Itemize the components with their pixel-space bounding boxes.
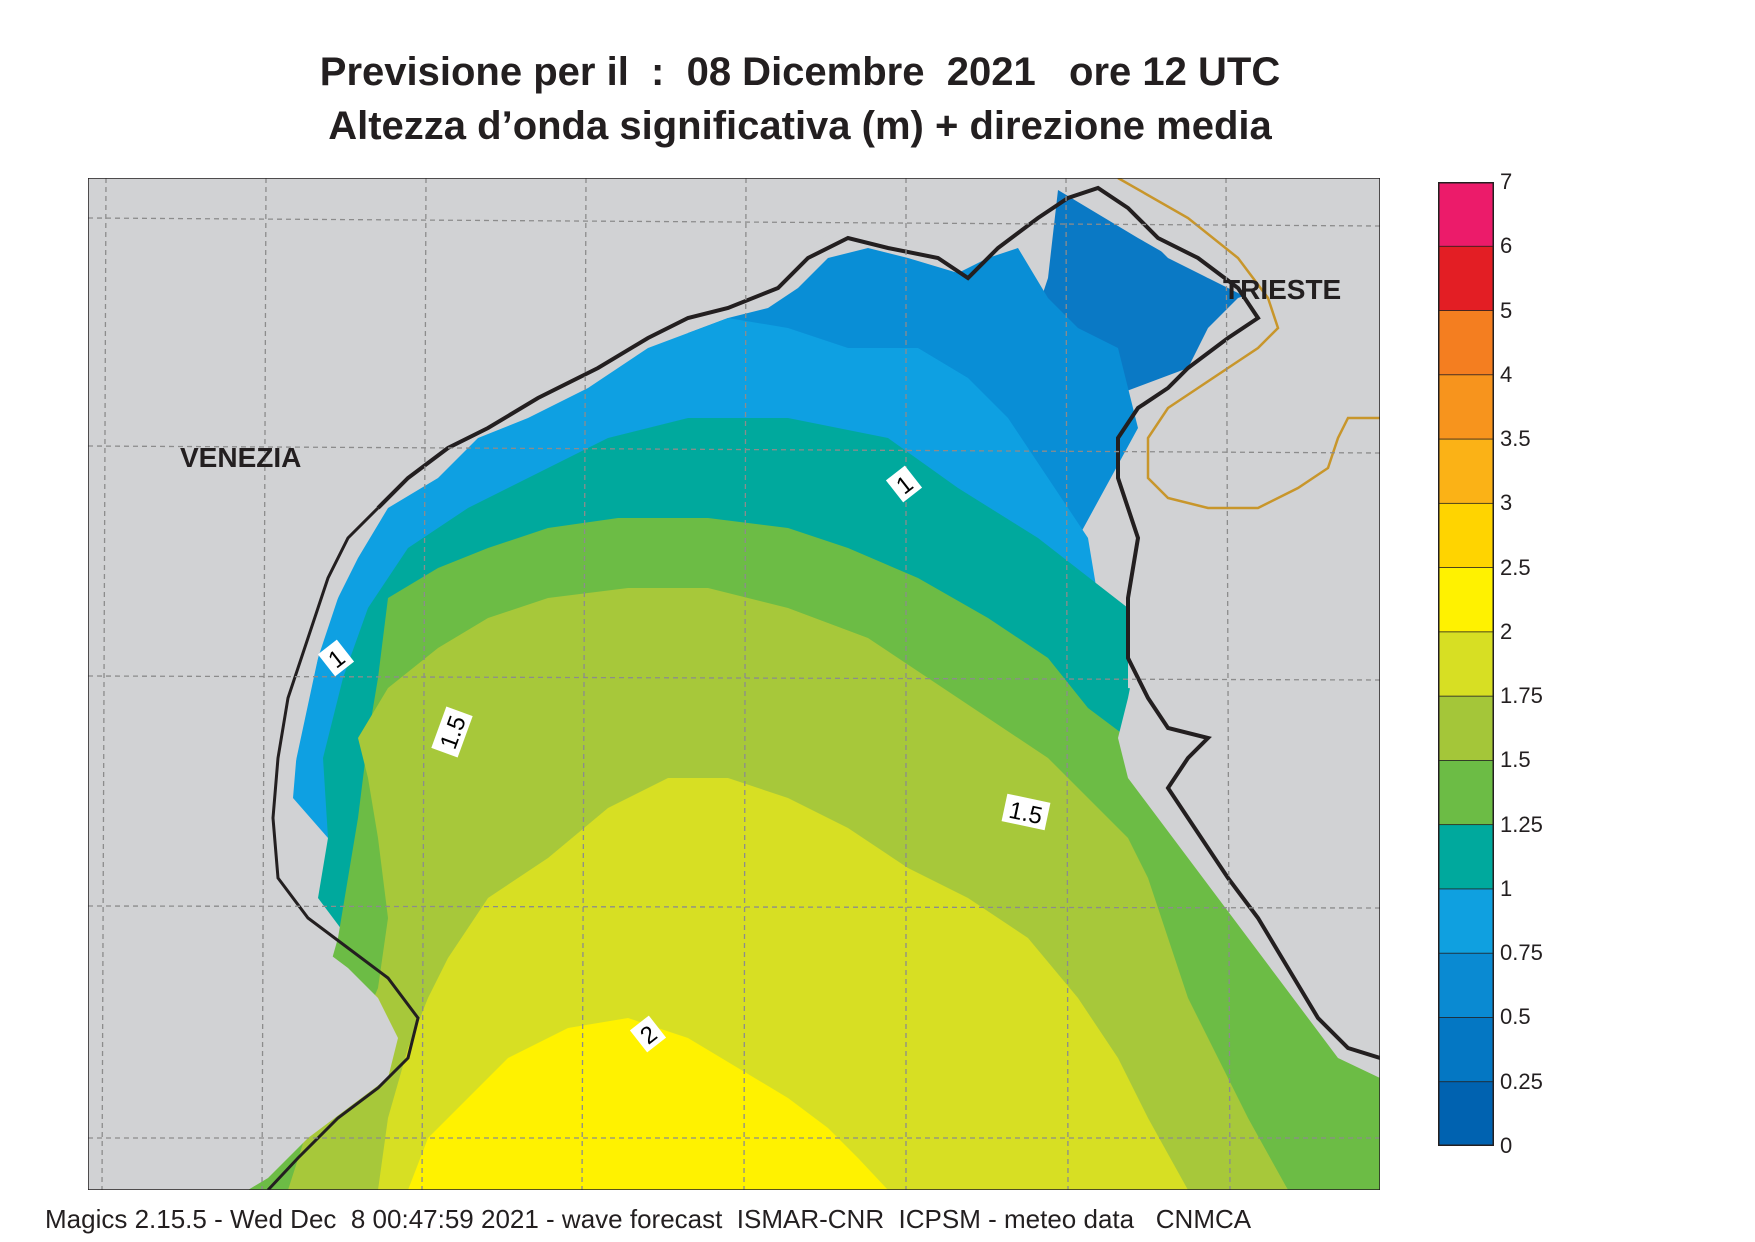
- legend-tick-label: 3.5: [1500, 426, 1531, 452]
- legend-swatch: [1438, 502, 1494, 569]
- legend-tick-label: 5: [1500, 297, 1513, 323]
- footer-credits: Magics 2.15.5 - Wed Dec 8 00:47:59 2021 …: [45, 1204, 1252, 1234]
- legend-tick-label: 1: [1500, 875, 1513, 901]
- legend-tick-label: 0.5: [1500, 1004, 1531, 1030]
- legend-swatch: [1438, 1017, 1494, 1083]
- legend-swatch: [1438, 310, 1494, 376]
- legend-swatch: [1438, 888, 1494, 955]
- legend-swatch: [1438, 824, 1494, 890]
- legend-swatch: [1438, 182, 1494, 248]
- lagoon-coast: [266, 506, 420, 1190]
- legend-tick-label: 0.25: [1500, 1068, 1543, 1094]
- title-line-1: Previsione per il : 08 Dicembre 2021 ore…: [319, 50, 1281, 94]
- legend-swatch: [1438, 567, 1494, 633]
- legend-tick-label: 3: [1500, 490, 1513, 516]
- land-west: [88, 178, 648, 1190]
- place-label-venezia: VENEZIA: [180, 442, 302, 473]
- legend-tick-label: 2: [1500, 618, 1513, 644]
- land-east: [1118, 218, 1380, 1078]
- title-line-2: Altezza d’onda significativa (m) + direz…: [328, 104, 1272, 148]
- legend-tick-label: 0.75: [1500, 940, 1543, 966]
- legend-swatch: [1438, 952, 1494, 1019]
- wave-map: 1 1 1.5 1.5 2: [88, 178, 1380, 1190]
- legend-swatch: [1438, 760, 1494, 826]
- legend-tick-label: 1.5: [1500, 747, 1531, 773]
- sea-band-2-25: [408, 1018, 888, 1190]
- color-legend: [1438, 182, 1494, 1146]
- graticule: [88, 178, 1380, 1190]
- legend-tick-label: 2.5: [1500, 554, 1531, 580]
- legend-tick-label: 7: [1500, 169, 1513, 194]
- place-label-trieste: TRIESTE: [1223, 274, 1342, 305]
- land-north: [628, 178, 1380, 328]
- sea-band-075-1: [293, 318, 1128, 838]
- legend-tick-label: 1.75: [1500, 683, 1543, 709]
- legend-swatch: [1438, 631, 1494, 698]
- border-line: [1117, 178, 1380, 510]
- legend-tick-label: 0: [1500, 1133, 1513, 1158]
- legend-tick-label: 6: [1500, 233, 1513, 259]
- legend-swatch: [1438, 1081, 1494, 1146]
- legend-tick-label: 4: [1500, 361, 1513, 387]
- legend-swatch: [1438, 438, 1494, 505]
- legend-swatch: [1438, 695, 1494, 762]
- legend-swatch: [1438, 245, 1494, 312]
- legend-tick-label: 1.25: [1500, 811, 1543, 837]
- legend-swatch: [1438, 374, 1494, 440]
- coastline: [376, 185, 1380, 1060]
